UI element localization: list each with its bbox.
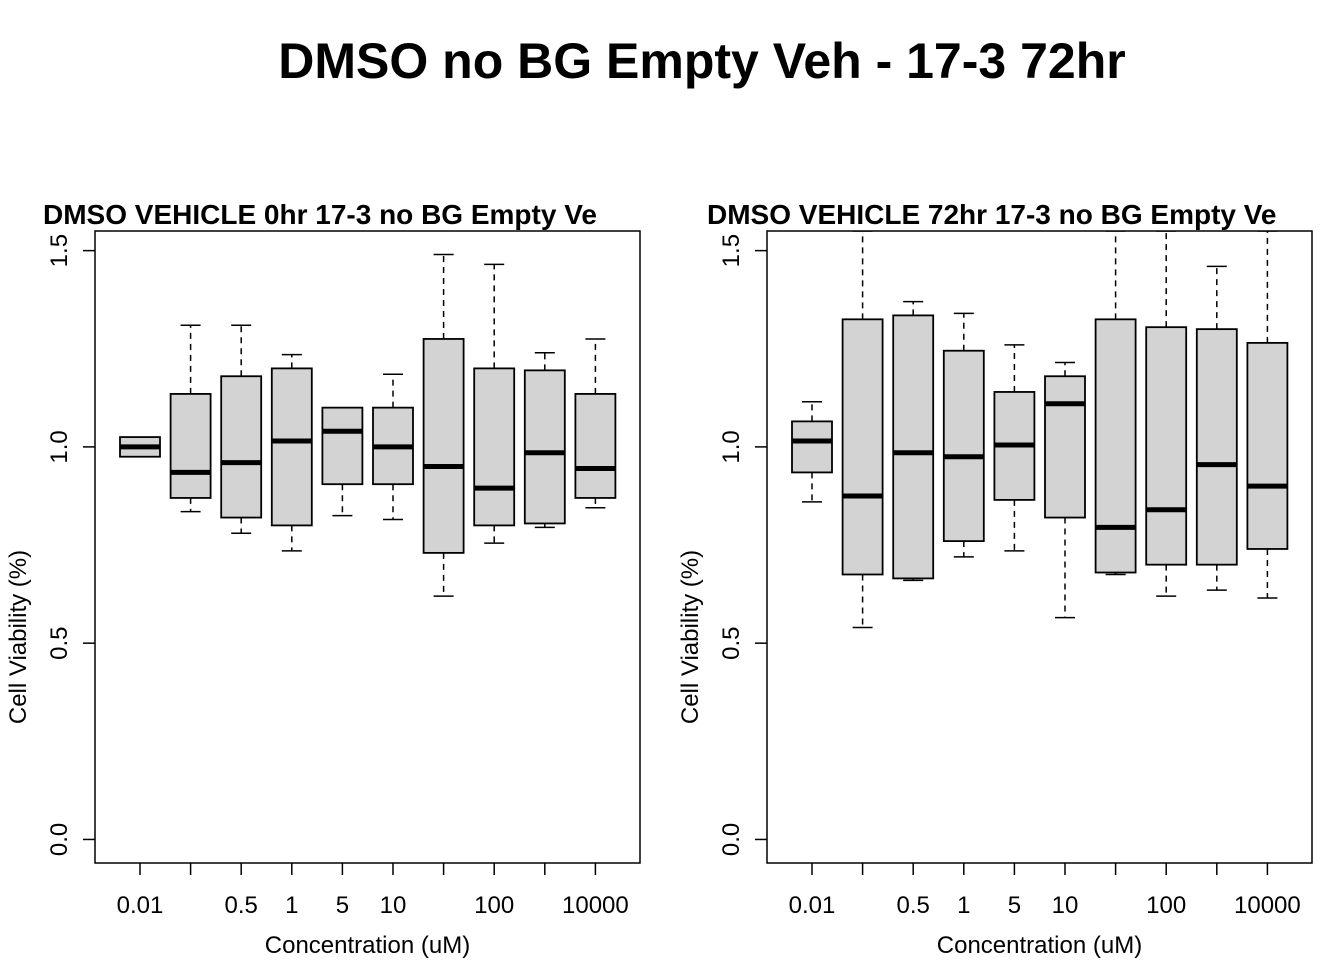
- box-iqr: [169, 393, 212, 499]
- box-iqr: [1044, 375, 1086, 519]
- box-iqr: [1145, 326, 1188, 566]
- box-0.1: [841, 231, 884, 629]
- x-tick-label: 0.01: [789, 892, 836, 919]
- box-iqr: [1246, 341, 1289, 550]
- y-tick-label: 0.0: [46, 823, 73, 856]
- x-tick-label: 5: [336, 892, 349, 919]
- box-1000: [1195, 265, 1238, 591]
- box-iqr: [1195, 328, 1238, 566]
- box-5: [321, 406, 364, 517]
- box-iqr: [1094, 318, 1137, 574]
- boxes-group: [119, 253, 617, 597]
- x-tick-label: 10: [380, 892, 407, 919]
- box-iqr: [321, 406, 364, 486]
- plot-frame: [94, 230, 641, 864]
- box-iqr: [574, 393, 617, 499]
- box-5: [993, 344, 1036, 552]
- box-50: [1094, 231, 1137, 576]
- x-tick-label: 100: [1146, 892, 1186, 919]
- x-tick-label: 0.5: [225, 892, 258, 919]
- box-0.5: [892, 300, 935, 582]
- y-tick-label: 1.5: [718, 234, 745, 267]
- y-tick-label: 0.0: [718, 823, 745, 856]
- y-tick-label: 1.0: [46, 430, 73, 463]
- box-100: [1145, 231, 1188, 597]
- box-50: [422, 253, 465, 597]
- x-tick-label: 0.5: [897, 892, 930, 919]
- box-0.1: [169, 324, 212, 513]
- box-iqr: [270, 367, 313, 527]
- box-iqr: [422, 338, 465, 554]
- box-10000: [574, 338, 617, 509]
- box-iqr: [220, 375, 263, 519]
- x-tick-label: 1: [285, 892, 298, 919]
- x-tick-label: 0.01: [117, 892, 164, 919]
- y-tick-label: 0.5: [718, 626, 745, 659]
- y-tick-label: 0.5: [46, 626, 73, 659]
- y-tick-label: 1.0: [718, 430, 745, 463]
- box-iqr: [791, 420, 833, 474]
- box-100: [473, 263, 516, 544]
- x-axis-label: Concentration (uM): [265, 932, 470, 959]
- box-10: [372, 373, 414, 521]
- x-tick-label: 100: [474, 892, 514, 919]
- panel-title: DMSO VEHICLE 0hr 17-3 no BG Empty Ve: [43, 199, 597, 230]
- box-10000: [1246, 231, 1289, 599]
- y-axis-label: Cell Viability (%): [677, 550, 704, 724]
- box-1000: [523, 351, 566, 529]
- y-axis-label: Cell Viability (%): [5, 550, 32, 724]
- x-tick-label: 10: [1052, 892, 1079, 919]
- page-title: DMSO no BG Empty Veh - 17-3 72hr: [278, 33, 1126, 89]
- boxes-group: [791, 231, 1289, 629]
- box-0.01: [119, 436, 161, 458]
- box-iqr: [841, 318, 884, 576]
- box-1: [270, 353, 313, 552]
- y-tick-label: 1.5: [46, 234, 73, 267]
- plot-frame: [766, 230, 1313, 864]
- x-tick-label: 10000: [562, 892, 629, 919]
- box-1: [942, 312, 985, 558]
- box-10: [1044, 361, 1086, 619]
- x-tick-label: 10000: [1234, 892, 1301, 919]
- box-iqr: [942, 349, 985, 543]
- box-iqr: [892, 314, 935, 580]
- box-0.01: [791, 401, 833, 503]
- panel-title: DMSO VEHICLE 72hr 17-3 no BG Empty Ve: [707, 199, 1276, 230]
- chart-panel-2: DMSO VEHICLE 72hr 17-3 no BG Empty Ve 0.0…: [677, 199, 1313, 959]
- x-tick-label: 5: [1008, 892, 1021, 919]
- chart-panel-1: DMSO VEHICLE 0hr 17-3 no BG Empty Ve 0.0 0…: [5, 199, 641, 959]
- box-iqr: [523, 369, 566, 525]
- x-tick-label: 1: [957, 892, 970, 919]
- box-0.5: [220, 324, 263, 535]
- x-axis-label: Concentration (uM): [937, 932, 1142, 959]
- box-iqr: [473, 367, 516, 527]
